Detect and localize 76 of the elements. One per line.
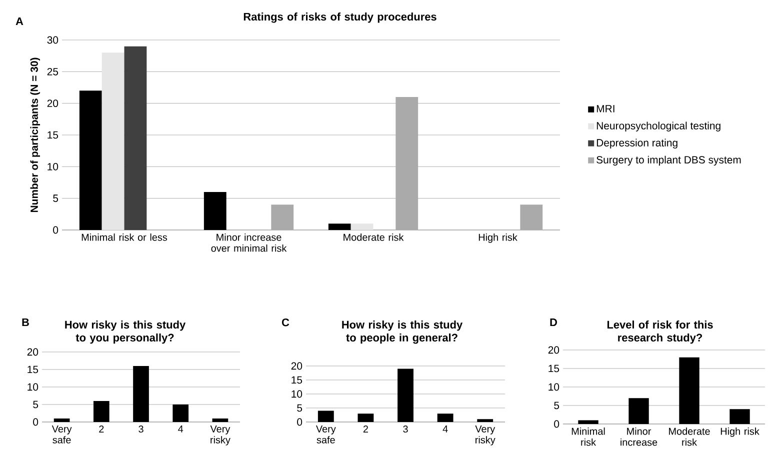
bar [730,409,750,424]
y-tick-label: 10 [548,383,560,391]
y-tick-label: 10 [48,162,58,170]
y-tick-label: 30 [47,36,58,44]
x-tick-label: Moderate risk [344,234,404,241]
x-tick-label: Very safe [316,426,336,444]
text: D [550,318,557,326]
text: A [16,18,24,26]
bar [172,404,189,422]
x-tick-label: 3 [138,426,144,433]
x-tick-label: 4 [178,426,184,432]
bar [133,366,149,422]
x-tick-label: Minor increase over minimal risk [211,234,287,252]
bar [124,46,147,230]
bar [520,204,543,230]
bar [628,398,649,424]
text: B [22,318,29,326]
bar [679,357,700,424]
legend-label: Neuropsychological testing [596,122,720,132]
y-tick-label: 0 [297,418,302,426]
y-tick-label: 5 [53,194,58,202]
bar [271,204,294,230]
y-tick-label: 20 [47,100,58,108]
y-tick-label: 5 [33,400,38,408]
bar [578,420,598,424]
bar [328,224,351,230]
bar [102,52,124,230]
bar [54,418,70,422]
y-tick-label: 15 [292,376,302,384]
legend-label: Surgery to implant DBS system [596,156,741,166]
y-tick-label: 15 [48,131,58,139]
bar [204,192,226,230]
bar [212,418,228,422]
bar [79,90,102,230]
bar [398,368,414,422]
x-tick-label: Minimal risk [572,428,605,446]
y-tick-label: 10 [28,383,38,391]
x-tick-label: Very safe [52,426,72,444]
y-axis-title: Number of participants (N = 30) [30,58,40,212]
text: C [282,318,290,326]
y-tick-label: 0 [554,420,560,428]
bar [350,224,374,230]
bar [358,414,374,422]
x-tick-label: Very risky [210,426,230,446]
y-tick-label: 15 [28,366,38,374]
bar [93,400,110,422]
y-tick-label: 20 [548,346,560,354]
chart-title: How risky is this study to you personally? [65,320,186,344]
x-tick-label: Very risky [475,426,496,446]
y-tick-label: 10 [292,390,302,398]
x-tick-label: Moderate risk [669,428,710,446]
y-tick-label: 0 [53,226,58,234]
y-tick-label: 0 [33,418,38,426]
chart-title: How risky is this study to people in general? [342,320,463,344]
x-tick-label: 2 [99,426,104,432]
bar [396,96,418,230]
y-tick-label: 5 [554,402,560,410]
bar [437,414,454,422]
x-tick-label: Minor increase [620,428,658,446]
x-tick-label: 3 [403,426,408,433]
y-tick-label: 15 [548,364,560,372]
chart-title: Ratings of risks of study procedures [244,12,436,23]
y-tick-label: 5 [297,404,302,412]
y-tick-label: 25 [47,68,58,76]
bar [477,419,494,422]
x-tick-label: Minimal risk or less [82,234,168,241]
legend-label: MRI [596,105,614,112]
y-tick-label: 20 [291,362,302,370]
bar [318,410,334,422]
x-tick-label: High risk [478,234,518,243]
y-tick-label: 20 [27,348,38,356]
x-tick-label: 2 [363,426,368,432]
chart-title: Level of risk for this research study? [607,320,713,344]
x-tick-label: 4 [442,426,448,432]
x-tick-label: High risk [720,428,760,437]
legend-label: Depression rating [596,138,678,149]
